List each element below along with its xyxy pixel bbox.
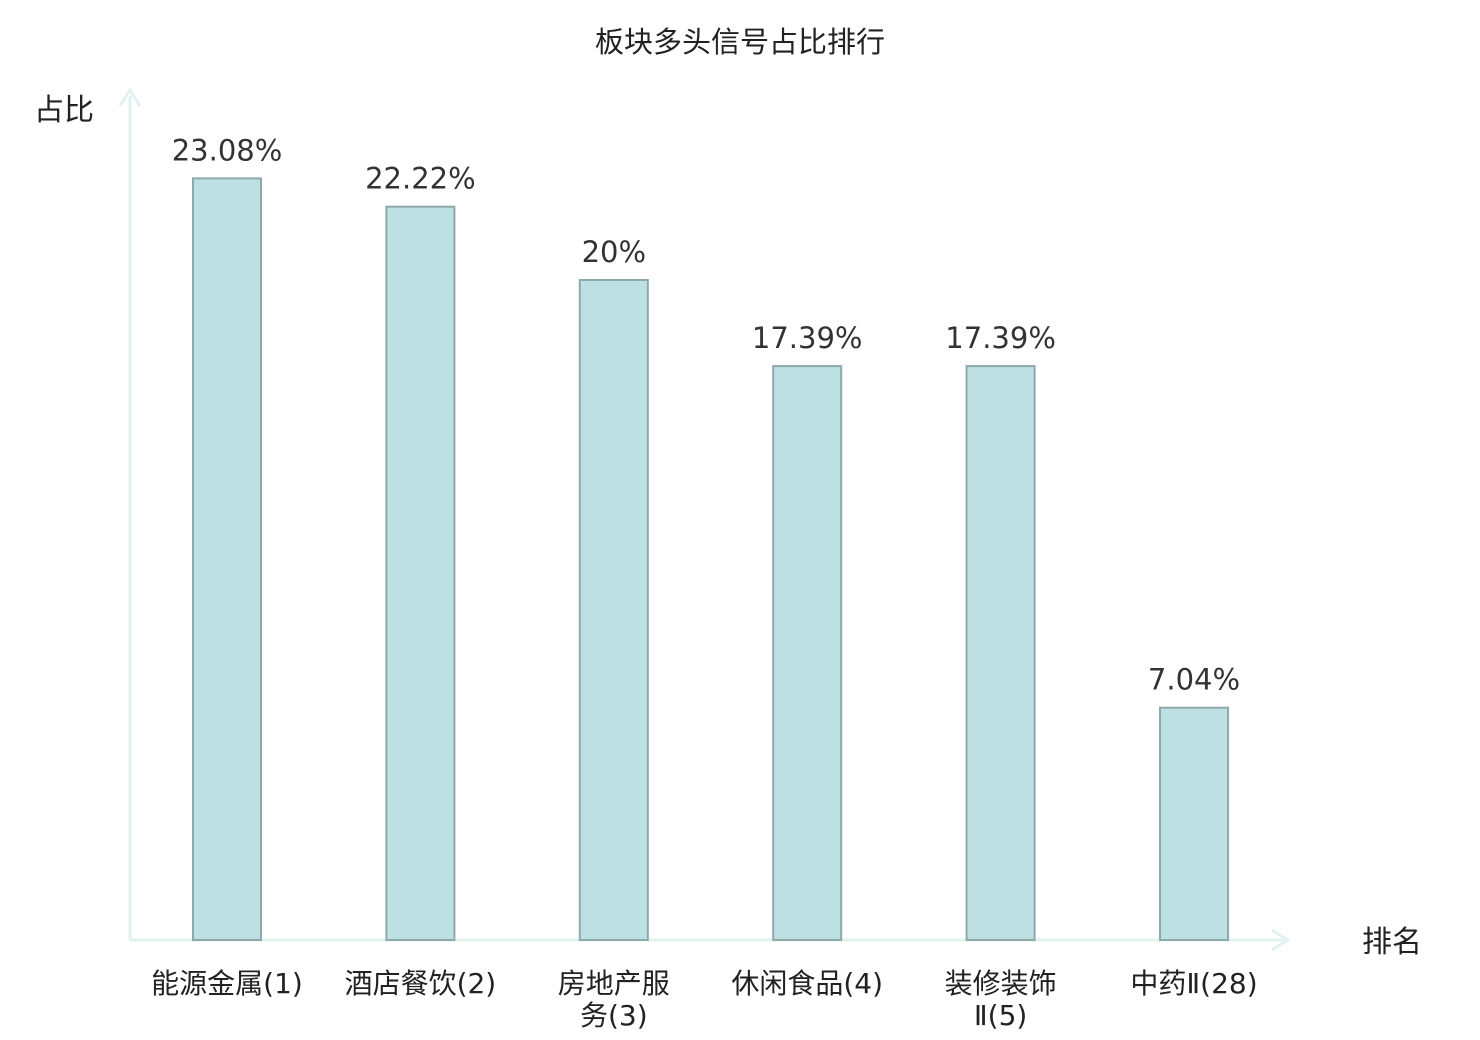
bar [1159, 706, 1229, 942]
bar-value-label: 20% [582, 235, 646, 269]
bar-value-label: 7.04% [1148, 663, 1240, 697]
bar-value-label: 17.39% [945, 321, 1056, 355]
x-tick-label: 中药Ⅱ(28) [1130, 967, 1257, 1000]
x-tick-label: 务(3) [580, 999, 648, 1032]
bar-value-label: 23.08% [172, 133, 283, 167]
x-axis-arrow [1271, 928, 1291, 952]
x-axis [130, 928, 1291, 952]
bar [965, 365, 1036, 942]
chart-title: 板块多头信号占比排行 [595, 25, 885, 59]
bar-value-label: 22.22% [365, 162, 476, 196]
bar [772, 365, 843, 942]
x-tick-label: Ⅱ(5) [974, 999, 1027, 1032]
y-axis-arrow [118, 87, 142, 107]
bar-value-label: 17.39% [752, 321, 863, 355]
x-axis-title: 排名 [1362, 925, 1422, 960]
x-tick-label: 休闲食品(4) [731, 967, 883, 1000]
y-axis [118, 87, 142, 940]
x-tick-label: 房地产服 [558, 967, 670, 1000]
bar [385, 205, 456, 941]
bar [192, 177, 262, 941]
x-tick-label: 能源金属(1) [151, 967, 303, 1000]
x-tick-label: 装修装饰 [945, 967, 1057, 1000]
x-tick-label: 酒店餐饮(2) [345, 967, 497, 1000]
value-labels: 23.08% 22.22% 20% 17.39% 17.39% 7.04% [172, 133, 1240, 696]
bar-series [192, 177, 1229, 942]
y-axis-title: 占比 [34, 93, 94, 128]
bar [578, 279, 649, 941]
